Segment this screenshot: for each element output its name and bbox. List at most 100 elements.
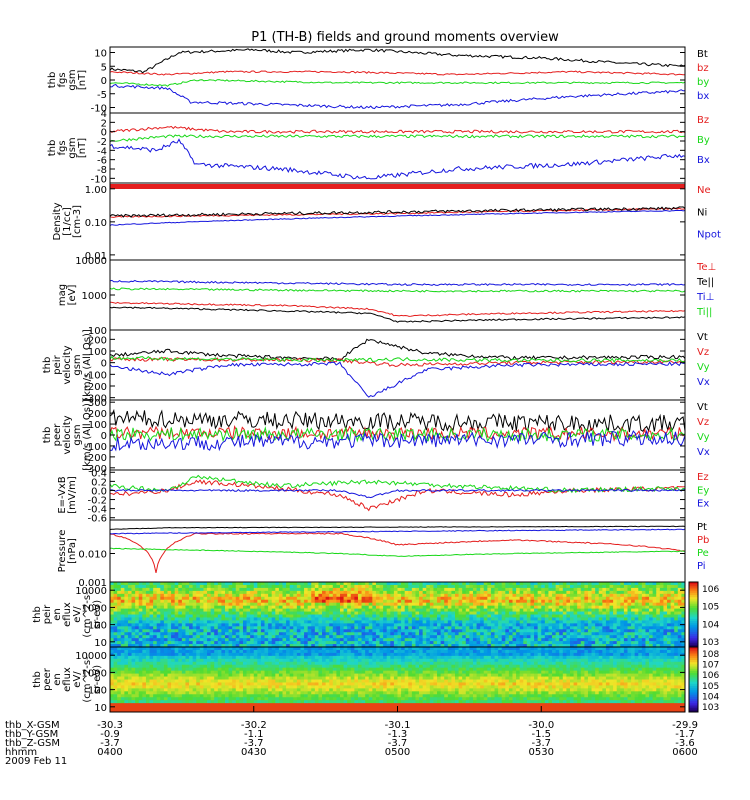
heatmap-cell <box>185 691 190 695</box>
heatmap-cell <box>113 670 118 674</box>
heatmap-cell <box>652 629 657 633</box>
heatmap-cell <box>318 593 323 598</box>
heatmap-cell <box>631 638 636 642</box>
heatmap-cell <box>149 691 154 695</box>
heatmap-cell <box>433 611 438 615</box>
heatmap-cell <box>207 670 212 674</box>
heatmap-cell <box>451 614 456 618</box>
heatmap-cell <box>149 590 154 595</box>
heatmap-cell <box>120 679 125 683</box>
heatmap-cell <box>616 582 621 586</box>
heatmap-cell <box>616 632 621 636</box>
heatmap-cell <box>250 596 255 601</box>
heatmap-cell <box>163 582 168 586</box>
heatmap-cell <box>641 638 646 642</box>
heatmap-cell <box>340 602 344 607</box>
heatmap-cell <box>282 652 287 657</box>
heatmap-cell <box>498 599 503 604</box>
heatmap-cell <box>192 605 197 609</box>
heatmap-cell <box>455 590 459 595</box>
heatmap-cell <box>185 685 190 689</box>
heatmap-cell <box>311 587 316 592</box>
heatmap-cell <box>354 596 359 601</box>
heatmap-cell <box>138 700 143 704</box>
heatmap-cell <box>343 629 348 633</box>
heatmap-cell <box>447 608 452 612</box>
heatmap-cell <box>587 590 592 595</box>
heatmap-cell <box>638 611 643 615</box>
heatmap-cell <box>444 641 449 645</box>
heatmap-cell <box>573 623 578 627</box>
heatmap-cell <box>652 626 657 630</box>
heatmap-cell <box>667 638 672 642</box>
heatmap-cell <box>185 605 190 609</box>
heatmap-cell <box>196 649 201 654</box>
heatmap-cell <box>577 638 582 642</box>
heatmap-cell <box>228 587 233 592</box>
heatmap-cell <box>250 617 255 621</box>
heatmap-cell <box>426 614 431 618</box>
heatmap-cell <box>250 676 255 680</box>
heatmap-cell <box>286 602 291 607</box>
heatmap-cell <box>192 641 197 645</box>
legend-label: Pt <box>697 522 707 533</box>
heatmap-cell <box>120 649 125 654</box>
heatmap-cell <box>573 582 578 586</box>
heatmap-cell <box>447 611 452 615</box>
heatmap-cell <box>595 632 600 636</box>
heatmap-cell <box>559 596 564 601</box>
heatmap-cell <box>117 706 122 710</box>
heatmap-cell <box>329 632 334 636</box>
heatmap-cell <box>138 670 143 674</box>
heatmap-cell <box>404 626 409 630</box>
heatmap-cell <box>634 582 639 586</box>
heatmap-cell <box>530 584 535 589</box>
heatmap-cell <box>232 709 237 713</box>
heatmap-cell <box>296 596 301 601</box>
colorbar-segment <box>689 642 698 646</box>
heatmap-cell <box>221 596 226 601</box>
heatmap-cell <box>332 638 337 642</box>
heatmap-cell <box>138 682 143 686</box>
y-axis-label-line: eflux <box>62 602 73 627</box>
heatmap-cell <box>113 623 118 627</box>
heatmap-cell <box>127 706 132 710</box>
heatmap-cell <box>145 582 150 586</box>
heatmap-cell <box>167 667 172 672</box>
heatmap-cell <box>663 641 668 645</box>
heatmap-cell <box>372 608 377 612</box>
heatmap-cell <box>296 632 301 636</box>
heatmap-cell <box>573 644 578 648</box>
heatmap-cell <box>447 638 452 642</box>
heatmap-cell <box>113 694 118 698</box>
heatmap-cell <box>422 602 427 607</box>
heatmap-cell <box>429 632 434 636</box>
heatmap-cell <box>501 590 506 595</box>
heatmap-cell <box>447 590 452 595</box>
heatmap-cell <box>433 596 438 601</box>
heatmap-cell <box>160 655 165 660</box>
heatmap-cell <box>268 679 273 683</box>
heatmap-cell <box>577 623 582 627</box>
heatmap-cell <box>264 617 269 621</box>
heatmap-cell <box>124 691 129 695</box>
legend-label: Vx <box>697 377 710 388</box>
heatmap-cell <box>336 620 341 624</box>
colorbar-segment <box>689 634 698 637</box>
heatmap-cell <box>171 582 176 586</box>
heatmap-cell <box>117 709 122 713</box>
heatmap-cell <box>530 629 535 633</box>
heatmap-cell <box>670 635 675 639</box>
heatmap-cell <box>548 641 553 645</box>
heatmap-cell <box>501 617 506 621</box>
heatmap-cell <box>113 700 118 704</box>
heatmap-cell <box>476 641 481 645</box>
heatmap-cell <box>127 623 132 627</box>
heatmap-cell <box>455 602 459 607</box>
heatmap-cell <box>300 608 305 612</box>
heatmap-cell <box>131 620 136 624</box>
heatmap-cell <box>656 614 661 618</box>
heatmap-cell <box>552 599 557 604</box>
heatmap-cell <box>386 593 391 598</box>
heatmap-cell <box>181 703 186 707</box>
